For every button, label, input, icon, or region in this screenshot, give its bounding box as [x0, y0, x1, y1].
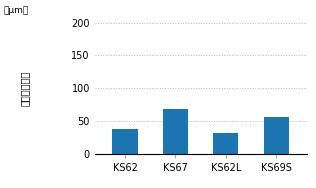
Text: （μm）: （μm）	[3, 6, 28, 15]
Bar	[112, 129, 138, 154]
Bar	[163, 109, 188, 154]
Bar	[264, 117, 289, 154]
Y-axis label: 最大孔食深さ: 最大孔食深さ	[20, 71, 30, 106]
Bar	[213, 133, 239, 154]
